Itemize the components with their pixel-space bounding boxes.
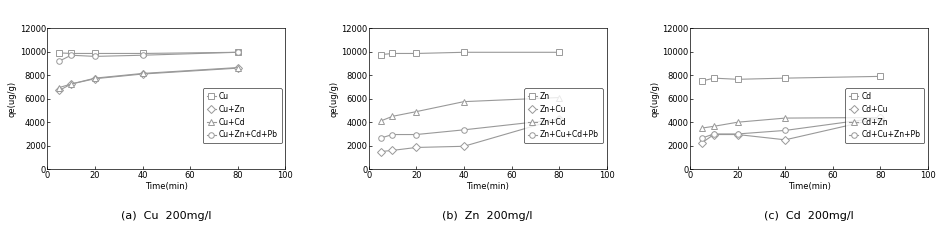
Cd+Cu	[732, 133, 743, 136]
Cu+Zn	[137, 73, 149, 75]
Cd+Cu+Zn+Pb	[732, 133, 743, 135]
Line: Cu+Zn: Cu+Zn	[57, 65, 241, 93]
Line: Cu+Cd: Cu+Cd	[57, 65, 241, 90]
Cu+Zn	[65, 82, 77, 85]
Cu	[89, 52, 100, 55]
Cd+Cu	[779, 138, 791, 141]
Cu+Cd	[54, 86, 65, 89]
Y-axis label: qe(ug/g): qe(ug/g)	[330, 81, 338, 117]
Cd+Cu+Zn+Pb	[696, 137, 707, 139]
Cd+Cu+Zn+Pb	[779, 129, 791, 132]
Cu+Cd	[65, 82, 77, 85]
Zn+Cu+Cd+Pb	[375, 137, 386, 139]
Zn+Cd	[553, 96, 564, 99]
Zn+Cd	[411, 110, 422, 113]
Cd+Zn	[875, 116, 886, 119]
Cu	[54, 51, 65, 54]
Line: Cd+Zn: Cd+Zn	[699, 115, 884, 131]
Zn	[375, 53, 386, 56]
Cu+Zn+Cd+Pb	[137, 54, 149, 57]
Line: Cu: Cu	[57, 50, 241, 56]
Zn+Cd	[375, 120, 386, 122]
Cd+Cu+Zn+Pb	[875, 116, 886, 119]
Line: Zn+Cu: Zn+Cu	[378, 116, 562, 154]
Cu+Zn+Cd+Pb	[65, 54, 77, 57]
Legend: Cu, Cu+Zn, Cu+Cd, Cu+Zn+Cd+Pb: Cu, Cu+Zn, Cu+Cd, Cu+Zn+Cd+Pb	[203, 88, 281, 143]
Zn+Cu	[553, 117, 564, 120]
Zn+Cu	[386, 149, 398, 152]
Zn	[411, 52, 422, 55]
Line: Zn+Cd: Zn+Cd	[378, 95, 562, 124]
Cu+Zn+Cd+Pb	[232, 51, 243, 54]
Cd+Cu	[875, 117, 886, 119]
X-axis label: Time(min): Time(min)	[145, 182, 188, 191]
Cd	[696, 80, 707, 82]
Line: Zn+Cu+Cd+Pb: Zn+Cu+Cd+Pb	[378, 117, 562, 141]
Line: Cd+Cu: Cd+Cu	[699, 115, 884, 145]
Cd+Zn	[732, 121, 743, 124]
Legend: Cd, Cd+Cu, Cd+Zn, Cd+Cu+Zn+Pb: Cd, Cd+Cu, Cd+Zn, Cd+Cu+Zn+Pb	[846, 88, 924, 143]
Cd+Cu	[696, 141, 707, 144]
Y-axis label: qe(ug/g): qe(ug/g)	[651, 81, 660, 117]
Line: Zn: Zn	[378, 50, 562, 57]
Y-axis label: qe(ug/g): qe(ug/g)	[8, 81, 17, 117]
Cu	[65, 52, 77, 55]
Cd+Zn	[779, 117, 791, 119]
Cd	[708, 77, 720, 79]
Cu+Zn	[89, 77, 100, 80]
Zn+Cu	[411, 146, 422, 149]
Zn+Cd	[386, 115, 398, 118]
Zn	[553, 51, 564, 54]
Cu	[232, 51, 243, 54]
Cu+Zn	[54, 89, 65, 92]
Cd+Zn	[696, 127, 707, 129]
Cu+Zn	[232, 67, 243, 70]
Cu+Cd	[137, 72, 149, 75]
Zn	[386, 52, 398, 55]
Zn	[458, 51, 470, 54]
Cu+Zn+Cd+Pb	[89, 55, 100, 58]
Cd+Zn	[708, 125, 720, 128]
X-axis label: Time(min): Time(min)	[788, 182, 831, 191]
Cu+Cd	[232, 66, 243, 69]
Cd+Cu+Zn+Pb	[708, 133, 720, 135]
Cu+Cd	[89, 77, 100, 79]
Cu	[137, 52, 149, 55]
Cd	[875, 75, 886, 78]
Cd+Cu	[708, 133, 720, 136]
Zn+Cu+Cd+Pb	[386, 133, 398, 136]
Zn+Cu+Cd+Pb	[553, 118, 564, 121]
Zn+Cu+Cd+Pb	[411, 133, 422, 136]
Zn+Cu+Cd+Pb	[458, 128, 470, 131]
Zn+Cu	[375, 150, 386, 153]
Cu+Zn+Cd+Pb	[54, 60, 65, 63]
Line: Cu+Zn+Cd+Pb: Cu+Zn+Cd+Pb	[57, 50, 241, 64]
X-axis label: Time(min): Time(min)	[466, 182, 509, 191]
Cd	[732, 78, 743, 81]
Zn+Cd	[458, 100, 470, 103]
Text: (c)  Cd  200mg/l: (c) Cd 200mg/l	[764, 211, 854, 221]
Text: (a)  Cu  200mg/l: (a) Cu 200mg/l	[121, 211, 211, 221]
Line: Cd: Cd	[699, 74, 884, 84]
Cd	[779, 77, 791, 79]
Text: (b)  Zn  200mg/l: (b) Zn 200mg/l	[442, 211, 533, 221]
Line: Cd+Cu+Zn+Pb: Cd+Cu+Zn+Pb	[699, 115, 884, 141]
Zn+Cu	[458, 145, 470, 148]
Legend: Zn, Zn+Cu, Zn+Cd, Zn+Cu+Cd+Pb: Zn, Zn+Cu, Zn+Cd, Zn+Cu+Cd+Pb	[524, 88, 603, 143]
